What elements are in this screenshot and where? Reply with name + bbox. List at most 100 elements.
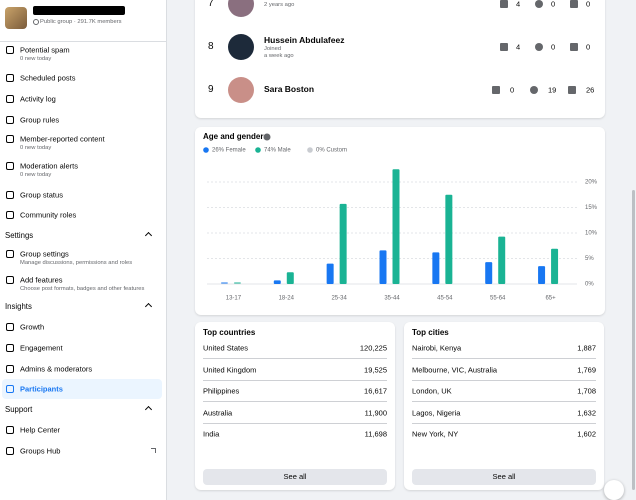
nav-icon: [6, 323, 14, 331]
redacted-group-name: [33, 6, 125, 15]
row-divider: [203, 422, 387, 424]
chart: Age and gender 26% Female 74% Male 0% Cust…: [203, 132, 598, 302]
group-subtitle: Public group · 291.7K members: [40, 19, 122, 26]
bar: [273, 280, 281, 284]
bar: [538, 266, 546, 284]
nav-icon: [6, 162, 14, 170]
bar: [551, 248, 559, 284]
x-tick-label: 65+: [545, 296, 556, 302]
nav-item[interactable]: Growth: [20, 322, 45, 332]
member-name[interactable]: Sara Boston: [264, 83, 315, 94]
y-tick-label: 5%: [585, 256, 594, 262]
member-avatar[interactable]: [228, 77, 254, 103]
nav-item[interactable]: Member-reported content: [20, 134, 105, 144]
comments-count: 19: [548, 85, 557, 95]
row-value: 11,698: [364, 429, 387, 439]
nav-item[interactable]: Help Center: [20, 425, 61, 435]
row-label: India: [203, 429, 220, 439]
row-value: 11,900: [364, 407, 387, 417]
sidebar: Public group · 291.7K members Potential …: [0, 0, 167, 500]
joined-label: Joined: [264, 0, 281, 1]
row-label: Australia: [203, 407, 233, 417]
bar: [339, 203, 347, 284]
nav-item[interactable]: Participants: [20, 384, 63, 394]
nav-item[interactable]: Group status: [20, 190, 63, 200]
row-divider: [203, 401, 387, 402]
bar: [326, 263, 334, 284]
nav-item[interactable]: Engagement: [20, 343, 63, 353]
see-all-button[interactable]: See all: [412, 469, 596, 485]
nav-item[interactable]: Moderation alerts: [20, 161, 78, 171]
row-divider: [412, 358, 596, 359]
row-value: 1,887: [577, 343, 596, 353]
nav-icon: [6, 74, 14, 82]
comments-count: 0: [551, 0, 556, 9]
posts-icon: [500, 43, 508, 51]
nav-item[interactable]: Scheduled posts: [20, 73, 76, 83]
posts-count: 0: [510, 85, 515, 95]
posts-count: 4: [516, 0, 521, 9]
nav-item[interactable]: Group settings: [20, 249, 69, 259]
nav-item[interactable]: Group rules: [20, 115, 60, 125]
nav-subtitle: Choose post formats, badges and other fe…: [20, 286, 145, 293]
collapse-chevron[interactable]: [144, 231, 153, 240]
section-header: Support: [5, 405, 33, 415]
top-cities-card: Top cities Nairobi, Kenya 1,887 Melbourne, …: [404, 322, 604, 490]
row-value: 1,769: [577, 364, 596, 374]
member-avatar[interactable]: [228, 34, 254, 60]
active-highlight: [2, 379, 162, 399]
nav-item[interactable]: Potential spam: [20, 45, 70, 55]
row-label: Melbourne, VIC, Australia: [412, 364, 498, 374]
collapse-chevron[interactable]: [144, 302, 153, 311]
nav-icon: [6, 385, 14, 393]
bar: [379, 250, 387, 284]
see-all-button[interactable]: See all: [203, 469, 387, 485]
nav-icon: [6, 135, 14, 143]
group-avatar[interactable]: [5, 7, 27, 29]
legend-label: 74% Male: [264, 148, 291, 154]
collapse-chevron[interactable]: [144, 405, 153, 414]
row-value: 1,708: [577, 386, 596, 396]
compose-button[interactable]: [604, 480, 624, 500]
member-avatar[interactable]: [228, 0, 254, 17]
nav-icon: [6, 447, 14, 455]
rank: 7: [208, 0, 214, 9]
scrollbar-thumb[interactable]: [632, 190, 635, 490]
nav-subtitle: 0 new today: [20, 56, 52, 63]
info-icon[interactable]: [263, 133, 271, 141]
nav-subtitle: 0 new today: [20, 145, 52, 152]
nav-item[interactable]: Groups Hub: [20, 446, 61, 456]
reactions-icon: [570, 0, 578, 8]
nav-item[interactable]: Add features: [20, 275, 63, 285]
row-value: 120,225: [359, 343, 387, 353]
member-name[interactable]: Hussein Abdulafeez: [264, 34, 345, 45]
nav-subtitle: Manage discussions, permissions and role…: [20, 260, 133, 267]
reactions-icon: [570, 43, 578, 51]
bar: [233, 282, 241, 284]
bar: [286, 272, 294, 284]
comments-icon: [530, 86, 538, 94]
nav-item[interactable]: Activity log: [20, 94, 56, 104]
nav-icon: [6, 191, 14, 199]
section-header: Settings: [5, 231, 34, 241]
nav-icon: [6, 276, 14, 284]
bar: [392, 169, 400, 284]
row-divider: [412, 422, 596, 424]
row-divider: [412, 379, 596, 381]
reactions-count: 26: [586, 85, 595, 95]
joined-since: a week ago: [264, 53, 294, 60]
nav-item[interactable]: Admins & moderators: [20, 364, 93, 374]
nav-item[interactable]: Community roles: [20, 210, 77, 220]
row-value: 1,632: [577, 407, 596, 417]
row-label: London, UK: [412, 386, 452, 396]
x-tick-label: 13-17: [226, 296, 242, 302]
reactions-count: 0: [586, 42, 591, 52]
rank: 8: [208, 41, 214, 52]
external-arrow: [151, 448, 156, 453]
x-tick-label: 18-24: [279, 296, 295, 302]
y-tick-label: 20%: [585, 180, 598, 186]
y-tick-label: 15%: [585, 205, 598, 211]
nav-icon: [6, 250, 14, 258]
chart-title: Age and gender: [203, 132, 263, 141]
